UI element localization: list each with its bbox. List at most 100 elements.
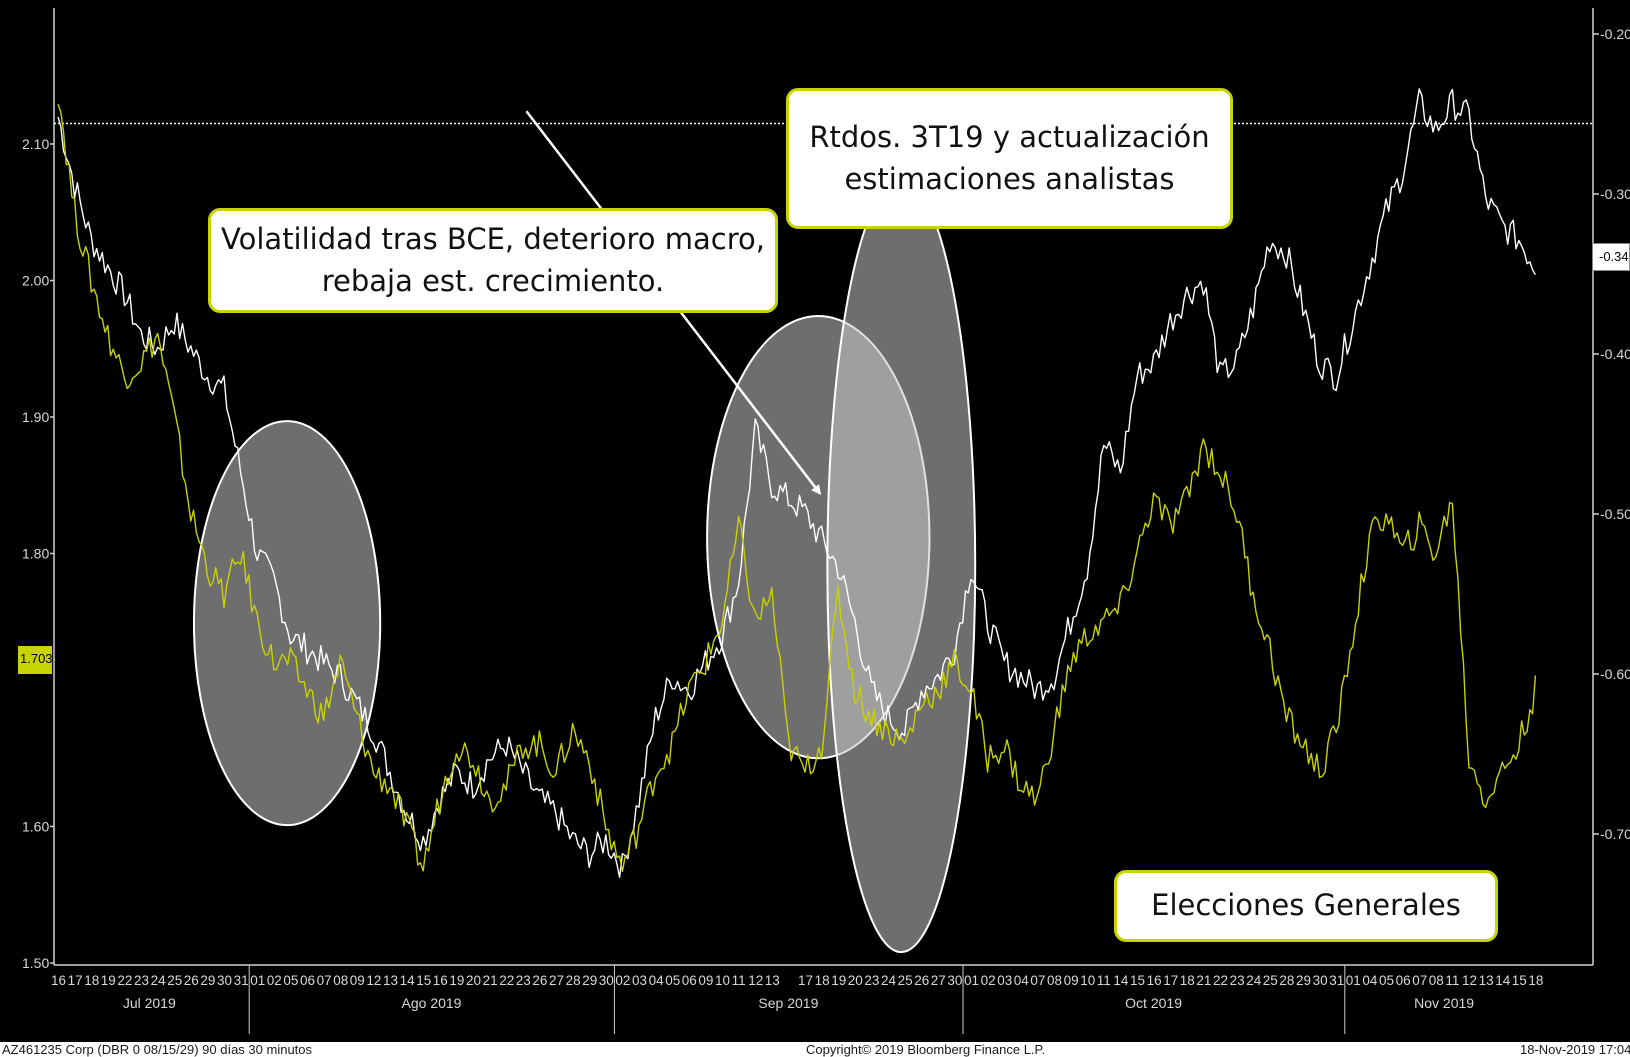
x-day-label: 09 — [350, 973, 365, 988]
x-day-label: 03 — [632, 973, 647, 988]
x-day-label: 23 — [1230, 973, 1245, 988]
x-day-label: 24 — [151, 973, 167, 988]
x-day-label: 07 — [1412, 973, 1427, 988]
x-month-label: Oct 2019 — [1125, 995, 1182, 1011]
callout-bce-volatility: Volatilidad tras BCE, deterioro macro, r… — [208, 208, 778, 313]
x-day-label: 29 — [200, 973, 215, 988]
last-value-left: 1.703 — [20, 651, 53, 666]
left-tick-label: 1.60 — [22, 819, 49, 835]
x-day-label: 03 — [997, 973, 1012, 988]
x-day-label: 04 — [649, 973, 665, 988]
left-tick-label: 2.00 — [22, 273, 49, 289]
callout-bce-text: Volatilidad tras BCE, deterioro macro, r… — [221, 222, 765, 298]
x-day-label: 02 — [267, 973, 282, 988]
right-tick-label: -0.30 — [1600, 186, 1630, 202]
x-day-label: 25 — [167, 973, 182, 988]
x-day-label: 12 — [366, 973, 381, 988]
x-day-label: 22 — [117, 973, 132, 988]
x-day-label: 05 — [665, 973, 680, 988]
x-day-label: 23 — [134, 973, 149, 988]
x-day-label: 05 — [1379, 973, 1394, 988]
x-day-label: 08 — [1047, 973, 1062, 988]
x-day-label: 11 — [732, 973, 746, 988]
x-day-label: 18 — [84, 973, 99, 988]
x-day-label: 10 — [1080, 973, 1095, 988]
left-tick-label: 2.10 — [22, 136, 49, 152]
x-day-label: 27 — [931, 973, 946, 988]
x-day-label: 14 — [1113, 973, 1129, 988]
x-day-label: 20 — [466, 973, 481, 988]
last-value-right: -0.34 — [1599, 249, 1629, 264]
x-month-label: Nov 2019 — [1414, 995, 1474, 1011]
x-day-label: 23 — [516, 973, 531, 988]
footer-right: 18-Nov-2019 17:04: — [1520, 1042, 1630, 1057]
series-line-2 — [57, 103, 1537, 873]
x-day-label: 29 — [582, 973, 597, 988]
last-value-left-badge: 1.703 — [18, 646, 53, 674]
x-day-label: 02 — [981, 973, 996, 988]
x-day-label: 15 — [1512, 973, 1527, 988]
last-value-right-badge: -0.34 — [1592, 243, 1630, 271]
x-day-label: 12 — [1462, 973, 1477, 988]
x-day-label: 28 — [566, 973, 581, 988]
right-tick-label: -0.50 — [1600, 506, 1630, 522]
x-day-label: 28 — [1279, 973, 1294, 988]
footer-center: Copyright© 2019 Bloomberg Finance L.P. — [806, 1042, 1045, 1057]
x-day-label: 16 — [433, 973, 448, 988]
x-day-label: 19 — [449, 973, 464, 988]
x-day-label: 22 — [1213, 973, 1228, 988]
x-day-label: 06 — [682, 973, 697, 988]
x-month-label: Sep 2019 — [758, 995, 818, 1011]
x-day-label: 31 — [234, 973, 249, 988]
right-tick-label: -0.70 — [1600, 826, 1630, 842]
x-day-label: 24 — [881, 973, 897, 988]
x-day-label: 08 — [1429, 973, 1444, 988]
x-day-label: 30 — [1313, 973, 1328, 988]
x-day-label: 12 — [748, 973, 763, 988]
x-day-label: 06 — [300, 973, 315, 988]
x-day-label: 18 — [1528, 973, 1543, 988]
x-day-label: 19 — [101, 973, 116, 988]
x-day-label: 17 — [798, 973, 813, 988]
left-tick-label: 1.80 — [22, 546, 49, 562]
highlight-ellipse-3 — [826, 178, 977, 954]
x-day-label: 11 — [1097, 973, 1111, 988]
x-day-label: 10 — [715, 973, 730, 988]
x-day-label: 17 — [1163, 973, 1178, 988]
x-day-label: 24 — [1246, 973, 1262, 988]
x-day-label: 18 — [1180, 973, 1195, 988]
x-day-label: 19 — [831, 973, 846, 988]
x-day-label: 04 — [1014, 973, 1030, 988]
x-day-label: 15 — [1130, 973, 1145, 988]
x-day-label: 14 — [1495, 973, 1511, 988]
x-day-label: 11 — [1445, 973, 1459, 988]
x-day-label: 15 — [416, 973, 431, 988]
callout-elecciones-text: Elecciones Generales — [1151, 888, 1461, 923]
x-day-label: 30 — [947, 973, 962, 988]
x-day-label: 30 — [217, 973, 232, 988]
x-day-label: 06 — [1396, 973, 1411, 988]
x-day-label: 07 — [317, 973, 332, 988]
x-day-label: 14 — [400, 973, 416, 988]
footer-left: AZ461235 Corp (DBR 0 08/15/29) 90 días 3… — [2, 1042, 313, 1057]
x-day-label: 20 — [848, 973, 863, 988]
x-day-label: 31 — [1329, 973, 1344, 988]
x-day-label: 13 — [383, 973, 398, 988]
x-day-label: 13 — [1479, 973, 1494, 988]
x-day-label: 17 — [68, 973, 83, 988]
x-day-label: 08 — [333, 973, 348, 988]
x-day-label: 23 — [864, 973, 879, 988]
x-day-label: 16 — [51, 973, 66, 988]
x-month-label: Ago 2019 — [402, 995, 462, 1011]
x-day-label: 29 — [1296, 973, 1311, 988]
x-day-label: 13 — [765, 973, 780, 988]
x-day-label: 01 — [964, 973, 979, 988]
x-day-label: 04 — [1362, 973, 1378, 988]
x-day-label: 02 — [615, 973, 630, 988]
x-day-label: 07 — [1030, 973, 1045, 988]
right-tick-label: -0.40 — [1600, 346, 1630, 362]
x-day-label: 21 — [483, 973, 498, 988]
x-day-label: 18 — [815, 973, 830, 988]
x-day-label: 22 — [499, 973, 514, 988]
x-day-label: 25 — [1263, 973, 1278, 988]
